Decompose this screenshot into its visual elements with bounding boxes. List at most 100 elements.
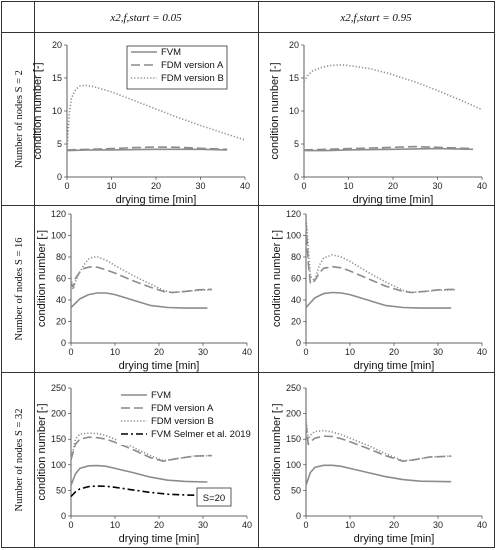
- x-tick-label: 20: [388, 181, 398, 191]
- y-tick-label: 60: [56, 274, 66, 284]
- y-tick-label: 150: [51, 434, 66, 444]
- x-tick-label: 10: [343, 181, 353, 191]
- column-header-1: x2,f,start = 0.05: [109, 12, 182, 24]
- y-tick-label: 250: [51, 383, 66, 393]
- series-line: [70, 292, 208, 309]
- y-tick-label: 0: [57, 172, 62, 182]
- y-tick-label: 20: [289, 40, 299, 50]
- series-line: [305, 291, 452, 309]
- y-tick-label: 80: [291, 252, 301, 262]
- series-line: [305, 216, 456, 294]
- y-tick-label: 0: [296, 338, 301, 348]
- x-tick-label: 30: [198, 520, 208, 530]
- series-line: [305, 423, 452, 463]
- x-tick-label: 20: [389, 347, 399, 357]
- series-line: [304, 147, 474, 152]
- series-line: [305, 222, 456, 294]
- x-tick-label: 20: [154, 347, 164, 357]
- x-tick-label: 10: [345, 347, 355, 357]
- y-tick-label: 15: [52, 73, 62, 83]
- x-tick-label: 10: [345, 520, 355, 530]
- series-line: [305, 464, 452, 486]
- y-tick-label: 10: [52, 106, 62, 116]
- legend-entry: FDM version B: [151, 416, 214, 427]
- series-line: [70, 256, 212, 294]
- y-axis-label: condition number [-]: [36, 403, 48, 500]
- x-axis-label: drying time [min]: [119, 533, 200, 545]
- y-tick-label: 0: [61, 511, 66, 521]
- y-axis-label: condition number [-]: [269, 62, 281, 159]
- y-tick-label: 60: [291, 274, 301, 284]
- y-tick-label: 5: [294, 139, 299, 149]
- y-tick-label: 40: [291, 295, 301, 305]
- legend-entry: FDM version B: [161, 73, 224, 84]
- x-tick-label: 10: [110, 347, 120, 357]
- y-tick-label: 150: [286, 434, 301, 444]
- y-tick-label: 100: [286, 231, 301, 241]
- chart-r3c2: 0 10 20 30 40 0 50 100 150 200 250 drying time [min…: [271, 383, 487, 545]
- x-tick-label: 20: [151, 181, 161, 191]
- x-axis-label: drying time [min]: [119, 360, 200, 372]
- series-line: [66, 84, 246, 151]
- legend-box: [117, 389, 229, 445]
- legend-entry: FVM Selmer et al. 2019: [151, 429, 251, 440]
- y-tick-label: 250: [286, 383, 301, 393]
- series-line: [66, 146, 228, 151]
- row-header-3: Number of nodes S = 32: [14, 408, 25, 511]
- x-axis-label: drying time [min]: [353, 194, 434, 206]
- series-line: [70, 265, 212, 294]
- y-tick-label: 0: [61, 338, 66, 348]
- series-line: [70, 464, 208, 486]
- charts: 0 10 20 30 40 0 5 10 15 20 drying time [min] condit…: [32, 40, 487, 545]
- x-tick-label: 0: [303, 347, 308, 357]
- x-tick-label: 0: [303, 520, 308, 530]
- y-axis-label: condition number [-]: [36, 230, 48, 327]
- x-tick-label: 30: [433, 520, 443, 530]
- y-tick-label: 50: [291, 485, 301, 495]
- x-tick-label: 20: [154, 520, 164, 530]
- annotation-box: [196, 487, 232, 507]
- y-tick-label: 200: [51, 409, 66, 419]
- x-tick-label: 40: [477, 347, 487, 357]
- x-tick-label: 30: [198, 347, 208, 357]
- y-tick-label: 0: [296, 511, 301, 521]
- y-tick-label: 120: [286, 209, 301, 219]
- legend-entry: FDM version A: [151, 403, 214, 414]
- x-tick-label: 20: [389, 520, 399, 530]
- row-header-1: Number of nodes S = 2: [14, 70, 25, 168]
- x-axis-label: drying time [min]: [354, 360, 435, 372]
- y-tick-label: 40: [56, 295, 66, 305]
- chart-r3c1: 0 10 20 30 40 0 50 100 150 200 250 drying time [min…: [36, 383, 252, 545]
- x-tick-label: 0: [68, 520, 73, 530]
- x-tick-label: 30: [432, 181, 442, 191]
- series-line: [70, 485, 208, 498]
- y-tick-label: 120: [51, 209, 66, 219]
- y-tick-label: 5: [57, 139, 62, 149]
- series-line: [70, 436, 212, 463]
- annotation-label: S=20: [203, 493, 225, 504]
- y-tick-label: 80: [56, 252, 66, 262]
- x-tick-label: 30: [433, 347, 443, 357]
- legend-box: [126, 45, 228, 90]
- y-tick-label: 100: [51, 460, 66, 470]
- series-line: [303, 145, 474, 151]
- x-tick-label: 40: [240, 181, 250, 191]
- x-tick-label: 10: [106, 181, 116, 191]
- chart-r1c2: 0 10 20 30 40 0 5 10 15 20 drying time [min] condit…: [269, 40, 487, 206]
- series-line: [305, 418, 452, 462]
- chart-r1c1: 0 10 20 30 40 0 5 10 15 20 drying time [min] condit…: [32, 40, 250, 206]
- y-tick-label: 15: [289, 73, 299, 83]
- chart-r2c1: 0 10 20 30 40 0 20 40 60 80 100 120 drying time [min…: [36, 209, 252, 372]
- series-line: [66, 148, 228, 152]
- column-header-2: x2,f,start = 0.95: [339, 12, 412, 24]
- y-tick-label: 10: [289, 106, 299, 116]
- x-tick-label: 0: [64, 181, 69, 191]
- legend-entry: FDM version A: [161, 60, 224, 71]
- x-axis-label: drying time [min]: [354, 533, 435, 545]
- legend-entry: FVM: [161, 47, 181, 58]
- x-tick-label: 0: [68, 347, 73, 357]
- legend-entry: FVM: [151, 390, 171, 401]
- x-tick-label: 40: [242, 520, 252, 530]
